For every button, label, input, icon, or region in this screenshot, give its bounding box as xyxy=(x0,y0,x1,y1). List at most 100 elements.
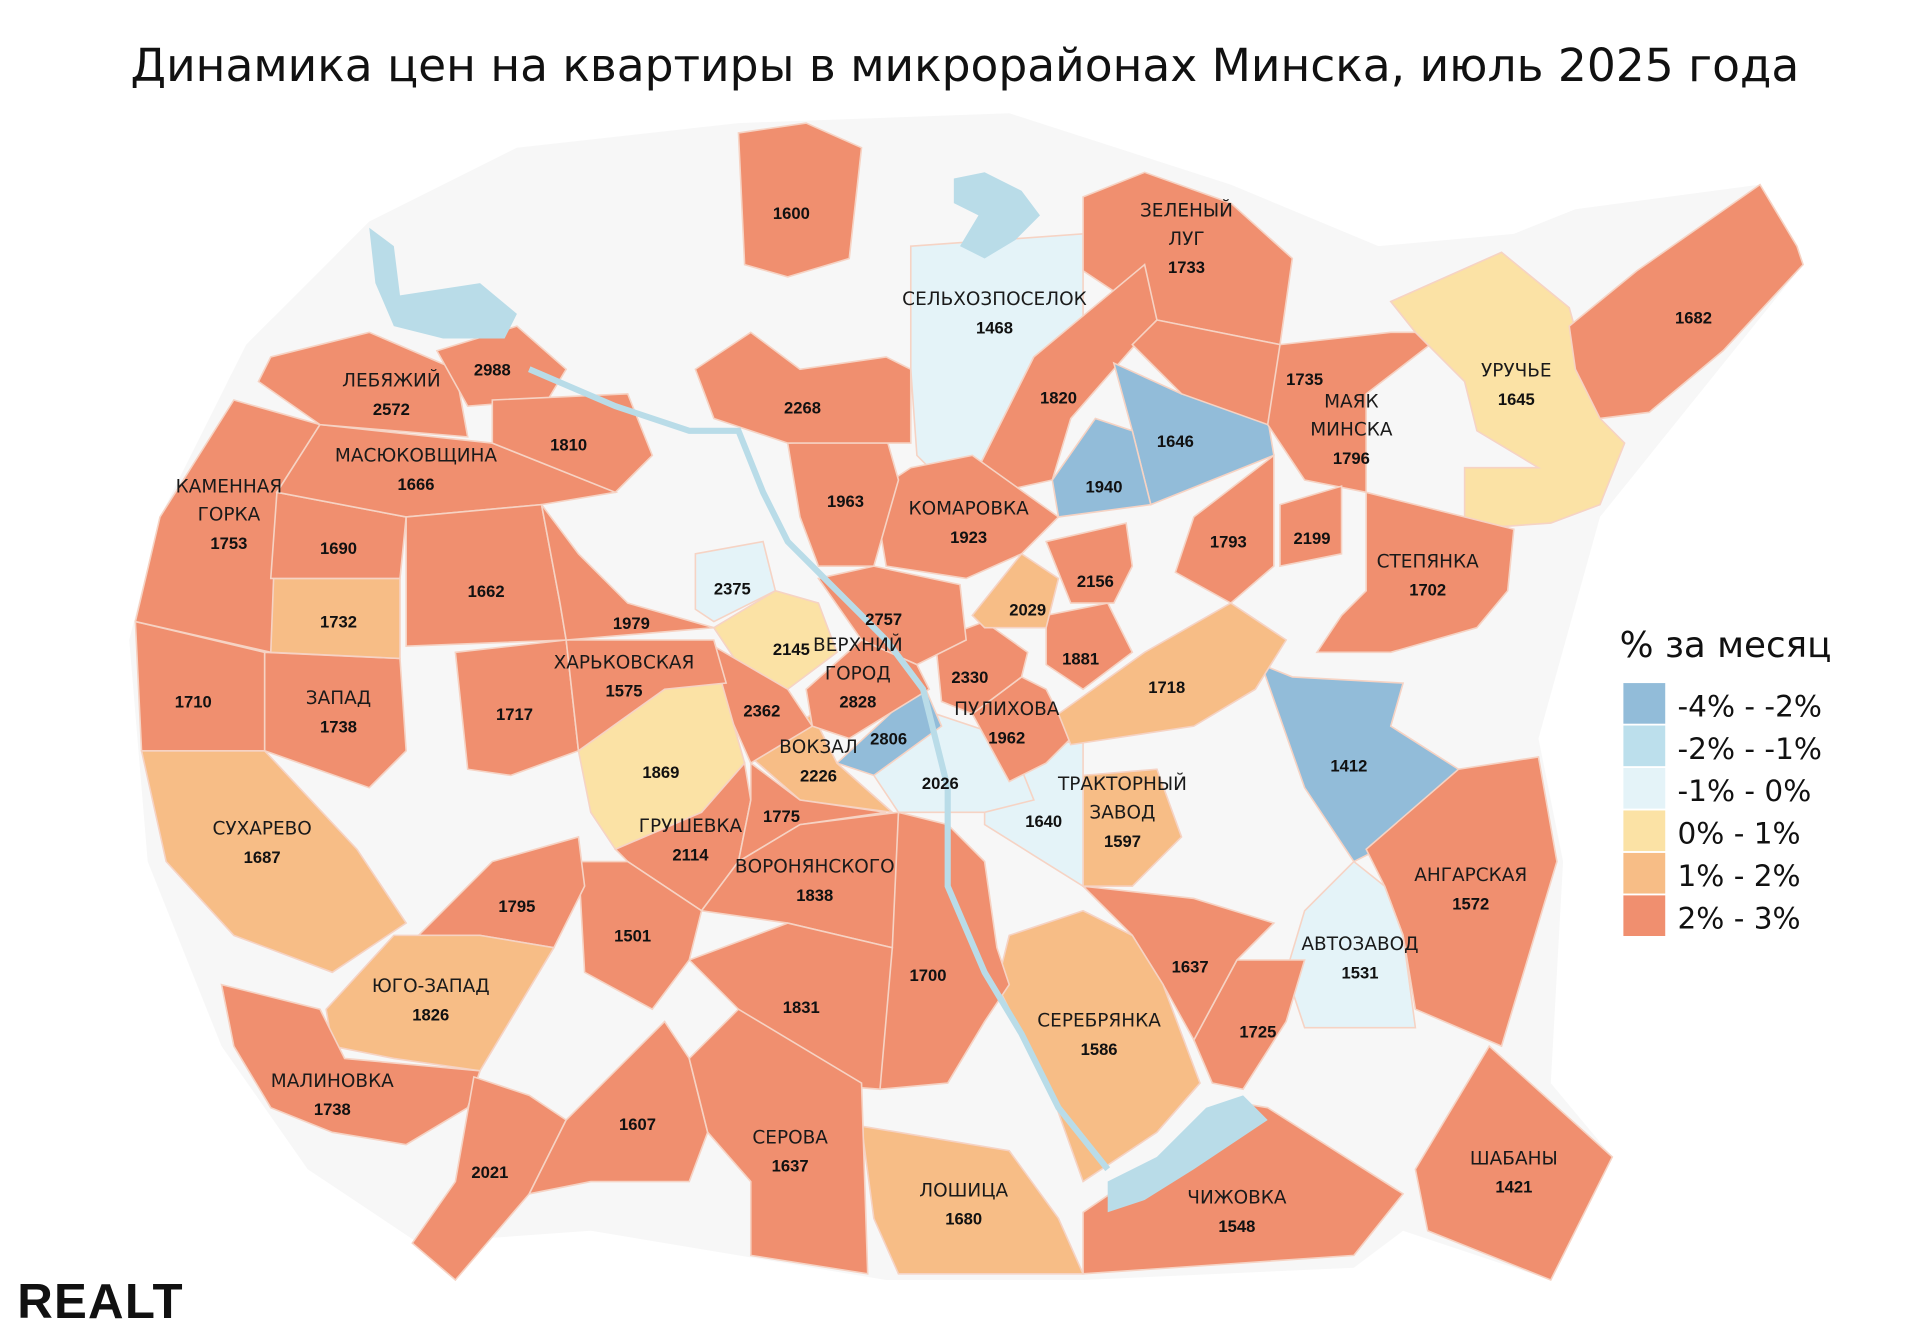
region-2021 xyxy=(411,1075,568,1282)
region-1881 xyxy=(1045,602,1134,691)
region-price: 1501 xyxy=(614,927,651,946)
region-name: МАСЮКОВЩИНА xyxy=(335,446,497,467)
region-price: 1680 xyxy=(945,1210,982,1229)
legend-label: 2% - 3% xyxy=(1678,902,1801,936)
label-layer: 1600 СЕЛЬХОЗПОСЕЛОК 1468 ЗЕЛЕНЫЙ ЛУГ 1733 1820… xyxy=(175,200,1712,1236)
legend-swatch xyxy=(1623,810,1666,852)
region-price: 2988 xyxy=(474,360,511,379)
region-price: 1682 xyxy=(1675,309,1712,328)
region-name: ЗЕЛЕНЫЙ xyxy=(1140,200,1233,222)
region-name: УРУЧЬЕ xyxy=(1481,361,1552,382)
region-1662 xyxy=(405,503,568,647)
region-price: 2806 xyxy=(870,730,907,749)
region-price: 1725 xyxy=(1239,1023,1276,1042)
region-1600 xyxy=(737,122,863,278)
region-price: 1645 xyxy=(1498,390,1535,409)
region-сухарево xyxy=(140,749,408,974)
region-name: МИНСКА xyxy=(1310,420,1393,441)
region-name: ВЕРХНИЙ xyxy=(813,634,903,656)
region-price: 2021 xyxy=(471,1163,508,1182)
region-name: ТРАКТОРНЫЙ xyxy=(1057,773,1187,795)
region-price: 2330 xyxy=(951,668,988,687)
region-price: 1831 xyxy=(783,998,820,1017)
region-name: КОМАРОВКА xyxy=(909,498,1030,519)
legend-label: -4% - -2% xyxy=(1678,689,1822,723)
legend: % за месяц -4% - -2% -2% - -1% -1% - 0% 0% … xyxy=(1620,625,1831,936)
region-малиновка xyxy=(220,983,482,1146)
region-name: СЕРОВА xyxy=(752,1127,828,1148)
region-price: 2145 xyxy=(773,640,810,659)
region-name: КАМЕННАЯ xyxy=(176,476,283,497)
region-price: 1940 xyxy=(1086,477,1123,496)
region-price: 1468 xyxy=(976,319,1013,338)
region-name: ЗАВОД xyxy=(1089,802,1155,823)
region-1607 xyxy=(527,1020,709,1195)
region-layer xyxy=(134,122,1804,1282)
legend-label: 1% - 2% xyxy=(1678,859,1801,893)
legend-swatch xyxy=(1623,683,1666,724)
lake-drozdy xyxy=(369,227,517,339)
region-2199 xyxy=(1279,485,1343,568)
legend-label: -1% - 0% xyxy=(1678,774,1812,808)
region-price: 1662 xyxy=(468,582,505,601)
region-1501 xyxy=(577,860,703,1011)
region-price: 2026 xyxy=(922,774,959,793)
region-name: ГРУШЕВКА xyxy=(639,816,743,837)
region-price: 1735 xyxy=(1286,370,1323,389)
region-price: 1572 xyxy=(1452,895,1489,914)
region-price: 1421 xyxy=(1495,1178,1532,1197)
region-price: 2156 xyxy=(1077,572,1114,591)
region-лошица xyxy=(860,1125,1085,1275)
region-price: 1738 xyxy=(320,717,357,736)
region-price: 1810 xyxy=(550,435,587,454)
region-name: АНГАРСКАЯ xyxy=(1414,865,1527,886)
region-комаровка xyxy=(872,454,1060,580)
legend-label: -2% - -1% xyxy=(1678,732,1822,766)
region-price: 1979 xyxy=(613,614,650,633)
region-1717 xyxy=(454,639,580,777)
region-price: 1710 xyxy=(175,693,212,712)
region-name: АВТОЗАВОД xyxy=(1301,934,1418,955)
region-name: ЧИЖОВКА xyxy=(1187,1188,1287,1209)
region-1810 xyxy=(491,393,654,494)
legend-swatch xyxy=(1623,768,1666,809)
region-price: 1412 xyxy=(1330,757,1367,776)
region-name: ЗАПАД xyxy=(306,688,371,709)
region-name: ВОКЗАЛ xyxy=(779,737,858,758)
region-name: ГОРКА xyxy=(198,505,261,526)
region-price: 1717 xyxy=(496,705,533,724)
region-name: ЛУГ xyxy=(1168,229,1204,250)
region-price: 2375 xyxy=(714,579,751,598)
region-price: 2029 xyxy=(1009,600,1046,619)
legend-label: 0% - 1% xyxy=(1678,817,1801,851)
region-price: 1600 xyxy=(773,204,810,223)
region-price: 1718 xyxy=(1148,678,1185,697)
region-price: 2757 xyxy=(865,610,902,629)
region-1710 xyxy=(134,620,266,752)
region-name: ЮГО-ЗАПАД xyxy=(372,976,490,997)
region-харьковская xyxy=(565,639,728,753)
region-2029 xyxy=(971,552,1060,629)
lake-chizhovka xyxy=(1107,1095,1268,1213)
water-layer xyxy=(369,172,1268,1213)
region-name: ГОРОД xyxy=(825,663,891,684)
legend-swatch xyxy=(1623,852,1666,894)
region-1682 xyxy=(1568,183,1804,420)
region-серова xyxy=(688,1008,869,1275)
region-price: 1962 xyxy=(988,728,1025,747)
map-title: Динамика цен на квартиры в микрорайонах … xyxy=(131,39,1800,92)
legend-swatch xyxy=(1623,895,1666,936)
region-1979 xyxy=(540,504,715,641)
region-2375 xyxy=(694,540,777,623)
region-price: 1690 xyxy=(320,539,357,558)
region-name: СЕРЕБРЯНКА xyxy=(1037,1010,1161,1031)
region-price: 1775 xyxy=(763,807,800,826)
region-степянка xyxy=(1315,491,1515,654)
region-price: 1586 xyxy=(1081,1040,1118,1059)
region-price: 1869 xyxy=(642,763,679,782)
region-юго-запад xyxy=(325,934,556,1072)
region-price: 1700 xyxy=(910,966,947,985)
region-name: ВОРОНЯНСКОГО xyxy=(735,857,895,878)
region-price: 1796 xyxy=(1333,449,1370,468)
region-name: ШАБАНЫ xyxy=(1470,1148,1558,1169)
